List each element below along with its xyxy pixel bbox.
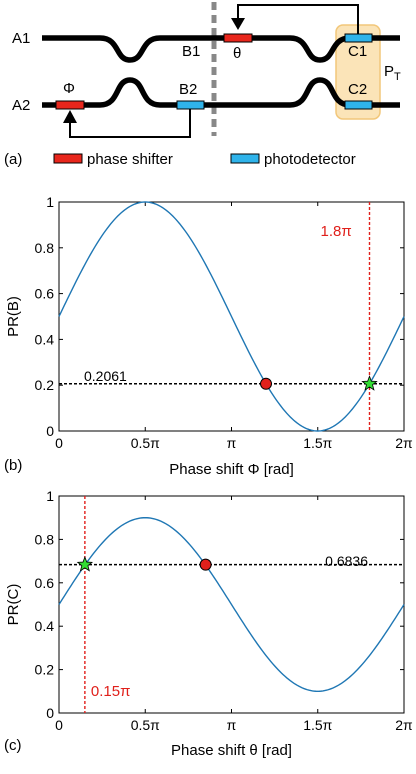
hline-value-label: 0.6836 (325, 553, 368, 569)
circuit-diagram: A1 A2 B1 B2 C1 C2 Φ θ PT (a) phase shift… (4, 2, 401, 168)
label-theta: θ (233, 45, 241, 62)
label-pt: PT (384, 63, 401, 83)
series-curve (58, 201, 405, 432)
y-tick-label: 1 (46, 488, 54, 504)
y-tick-label: 0 (46, 705, 54, 721)
y-tick-label: 0 (46, 423, 54, 439)
panel-label: (b) (4, 457, 22, 474)
label-c1: C1 (348, 43, 367, 60)
phase-shifter-phi (55, 100, 85, 110)
marker-circle (199, 558, 212, 571)
feedback-arrowhead-phi (63, 110, 77, 123)
y-tick-label: 0.2 (35, 662, 55, 678)
marker-star (361, 375, 378, 391)
label-c2: C2 (348, 81, 367, 98)
x-axis-title: Phase shift θ [rad] (171, 742, 292, 759)
marker-circle (260, 377, 272, 390)
x-tick-label: 1.5π (303, 717, 332, 733)
x-tick-label: 0 (55, 435, 63, 451)
feedback-arrowhead-theta (231, 18, 245, 30)
feedback-line-theta (237, 4, 359, 38)
x-tick-label: 0.5π (131, 435, 160, 451)
label-b2: B2 (179, 81, 197, 98)
y-tick-label: 0.2 (35, 377, 55, 393)
x-axis-title: Phase shift Φ [rad] (169, 461, 294, 478)
x-tick-label: 2π (395, 435, 413, 451)
hline-value-label: 0.2061 (84, 368, 127, 384)
y-tick-label: 0.8 (35, 240, 55, 256)
x-tick-label: 2π (395, 717, 413, 733)
x-tick-label: 1.5π (303, 435, 332, 451)
x-tick-label: 0.5π (131, 717, 160, 733)
legend-swatch-phase-shifter (53, 153, 83, 164)
label-pt-sub: T (394, 71, 401, 83)
y-axis-title: PR(C) (5, 584, 22, 626)
x-tick-label: 0 (55, 717, 63, 733)
legend-label-photodetector: photodetector (264, 151, 356, 168)
label-a1: A1 (12, 30, 30, 47)
photodetector-c1 (344, 33, 373, 43)
y-tick-label: 0.4 (35, 331, 55, 347)
label-pt-main: P (384, 63, 394, 80)
y-axis-title: PR(B) (5, 296, 22, 337)
y-tick-label: 1 (46, 194, 54, 210)
series-curve (58, 516, 405, 693)
photodetector-b2 (176, 100, 205, 110)
x-tick-label: π (227, 717, 237, 733)
y-tick-label: 0.6 (35, 286, 55, 302)
panel-label-a: (a) (4, 151, 22, 168)
legend-swatch-photodetector (230, 153, 260, 164)
label-phi: Φ (63, 80, 75, 97)
y-tick-label: 0.4 (35, 618, 55, 634)
vline-value-label: 0.15π (91, 683, 131, 700)
x-tick-label: π (227, 435, 237, 451)
panel-label: (c) (4, 737, 22, 754)
y-tick-label: 0.8 (35, 531, 55, 547)
y-tick-label: 0.6 (35, 575, 55, 591)
label-b1: B1 (182, 43, 200, 60)
phase-shifter-theta (223, 33, 253, 43)
legend-label-phase-shifter: phase shifter (87, 151, 173, 168)
photodetector-c2 (344, 100, 373, 110)
waveguide-bottom (42, 77, 400, 108)
label-a2: A2 (12, 97, 30, 114)
marker-star (76, 556, 94, 572)
chart-pr-c: 0 0.5π π 1.5π 2π 0 0.2 0.4 0.6 0.8 1 Phase shift θ … (4, 488, 413, 759)
vline-value-label: 1.8π (321, 223, 352, 240)
chart-pr-b: 0 0.5π π 1.5π 2π 0 0.2 0.4 0.6 0.8 1 Phase shift Φ … (4, 194, 413, 478)
feedback-line-phi (69, 105, 191, 138)
